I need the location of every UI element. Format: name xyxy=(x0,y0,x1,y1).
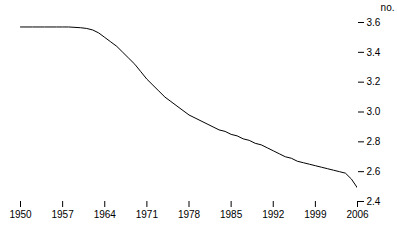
svg-text:1978: 1978 xyxy=(178,209,201,220)
svg-text:2006: 2006 xyxy=(346,209,369,220)
svg-text:no.: no. xyxy=(381,2,395,13)
svg-text:1964: 1964 xyxy=(94,209,117,220)
svg-text:1985: 1985 xyxy=(220,209,243,220)
svg-text:1957: 1957 xyxy=(52,209,75,220)
svg-text:1999: 1999 xyxy=(304,209,327,220)
svg-text:3.4: 3.4 xyxy=(367,47,381,58)
svg-text:2.8: 2.8 xyxy=(367,136,381,147)
svg-text:1950: 1950 xyxy=(9,209,32,220)
svg-text:3.2: 3.2 xyxy=(367,76,381,87)
svg-text:3.0: 3.0 xyxy=(367,106,381,117)
svg-text:1971: 1971 xyxy=(136,209,159,220)
svg-text:1992: 1992 xyxy=(262,209,285,220)
svg-text:2.6: 2.6 xyxy=(367,166,381,177)
svg-text:3.6: 3.6 xyxy=(367,17,381,28)
svg-text:2.4: 2.4 xyxy=(367,196,381,207)
